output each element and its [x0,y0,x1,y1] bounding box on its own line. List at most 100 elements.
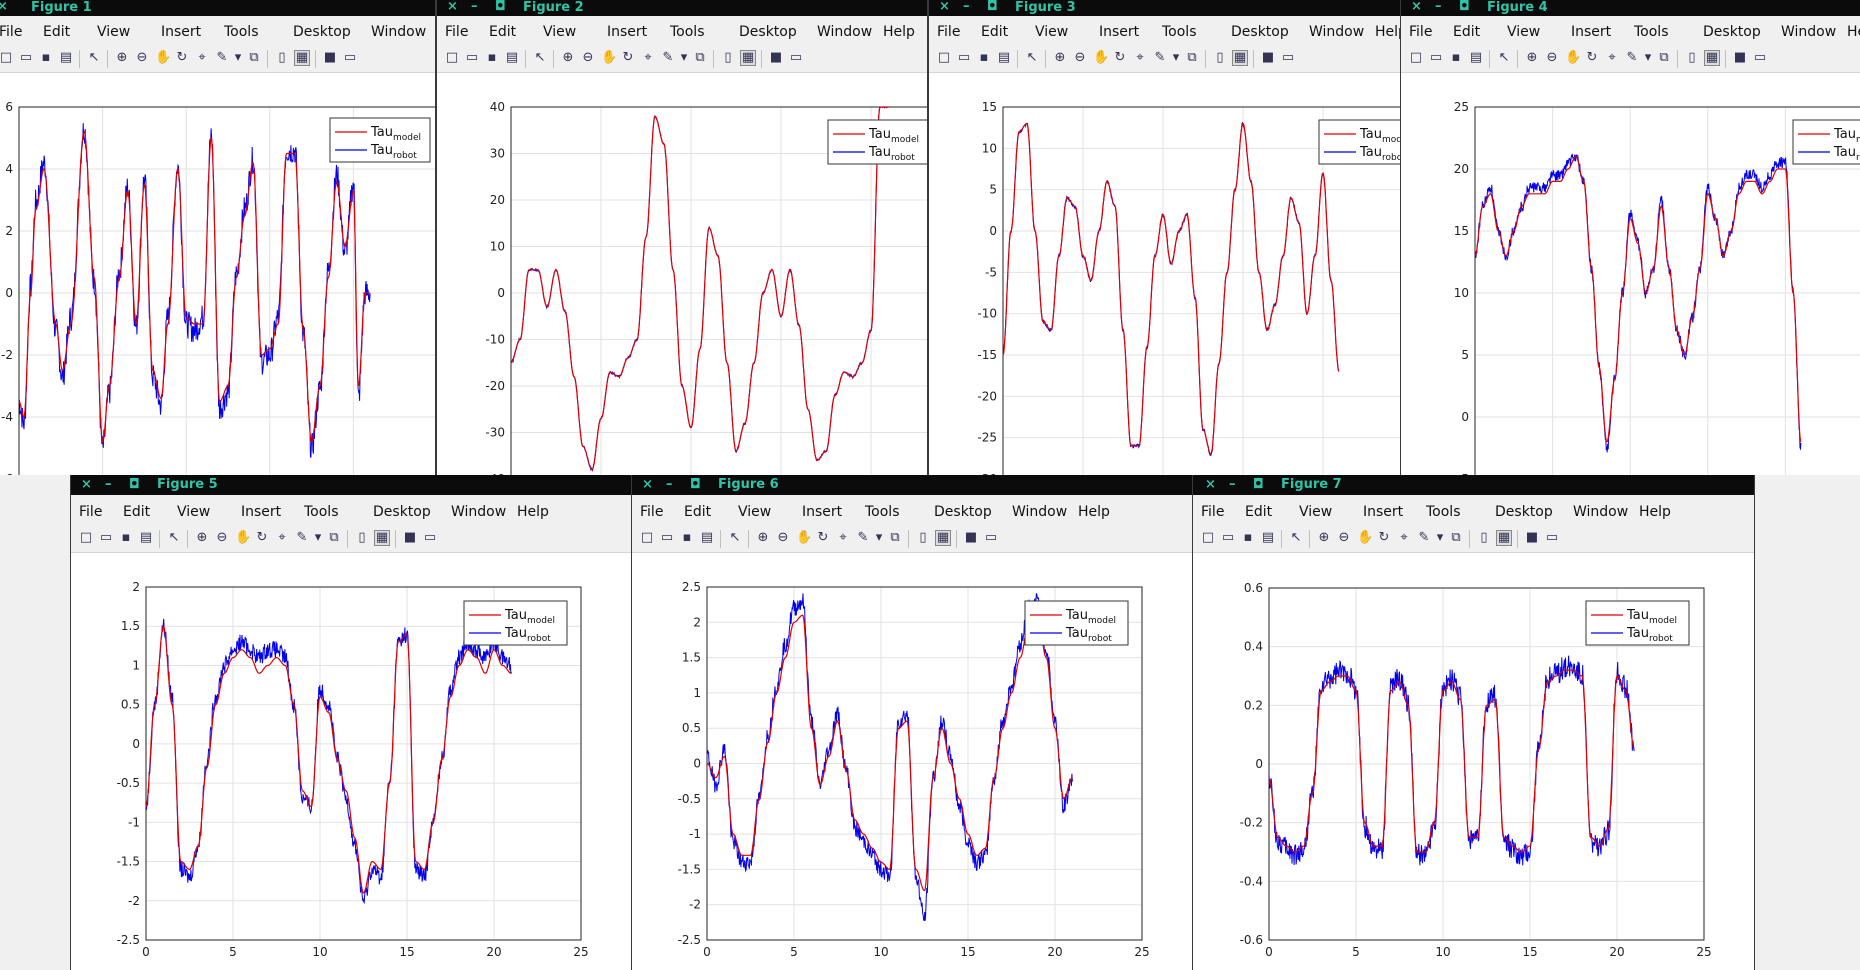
menu-insert[interactable]: Insert [607,24,647,40]
show-plot-tools-icon[interactable]: ▭ [984,531,998,545]
print-icon[interactable]: ▤ [1261,531,1275,545]
open-folder-icon[interactable]: ▭ [1429,51,1443,65]
colorbar-icon[interactable]: ▯ [1477,531,1491,545]
zoom-out-icon[interactable]: ⊖ [1337,531,1351,545]
maximize-icon[interactable]: ◘ [987,0,998,14]
print-icon[interactable]: ▤ [997,51,1011,65]
zoom-out-icon[interactable]: ⊖ [581,51,595,65]
data-cursor-icon[interactable]: ⌖ [641,51,655,65]
hide-plot-tools-icon[interactable]: ■ [1261,51,1275,65]
save-icon[interactable]: ▪ [680,531,694,545]
close-icon[interactable]: × [447,0,458,14]
new-file-icon[interactable]: □ [937,51,951,65]
save-icon[interactable]: ▪ [1241,531,1255,545]
zoom-in-icon[interactable]: ⊕ [115,51,129,65]
menu-file[interactable]: File [937,24,960,40]
print-icon[interactable]: ▤ [59,51,73,65]
pan-hand-icon[interactable]: ✋ [796,531,810,545]
menu-help[interactable]: Help [1078,504,1110,520]
data-cursor-icon[interactable]: ⌖ [836,531,850,545]
close-icon[interactable]: × [0,0,8,14]
new-file-icon[interactable]: □ [0,51,13,65]
legend-icon[interactable]: ▦ [295,51,309,65]
title-bar[interactable]: × – ◘ Figure 3 [929,0,1401,16]
line-chart[interactable]: 0 5 10 15 20 25 2 1.5 1 0.5 0 -0.5 -1 -1.5 -2 -2.5 Taumo… [71,553,632,970]
plot-area[interactable]: 0 5 10 15 20 25 2.5 2 1.5 1 0.5 0 -0.5 -1 -1.5 -2 -2.5 Ta… [632,553,1192,970]
brush-icon[interactable]: ✎ [1417,531,1431,545]
menu-insert[interactable]: Insert [241,504,281,520]
save-icon[interactable]: ▪ [1449,51,1463,65]
rotate-3d-icon[interactable]: ↻ [621,51,635,65]
brush-icon[interactable]: ✎ [1625,51,1639,65]
close-icon[interactable]: × [1411,0,1422,14]
line-chart[interactable]: 05101520403020100-10-20-30-40TaumodelTau… [437,73,928,475]
menu-tools[interactable]: Tools [1162,24,1197,40]
hide-plot-tools-icon[interactable]: ■ [1525,531,1539,545]
menu-file[interactable]: File [1201,504,1224,520]
line-chart[interactable]: 0 5 10 15 20 25 2.5 2 1.5 1 0.5 0 -0.5 -1 -1.5 -2 -2.5 Ta… [632,553,1193,970]
pointer-arrow-icon[interactable]: ↖ [728,531,742,545]
title-bar[interactable]: × – ◘ Figure 7 [1193,475,1754,495]
menu-tools[interactable]: Tools [1634,24,1669,40]
menu-desktop[interactable]: Desktop [1703,24,1761,40]
zoom-out-icon[interactable]: ⊖ [135,51,149,65]
data-cursor-icon[interactable]: ⌖ [275,531,289,545]
legend-icon[interactable]: ▦ [741,51,755,65]
new-file-icon[interactable]: □ [640,531,654,545]
menu-tools[interactable]: Tools [304,504,339,520]
pointer-arrow-icon[interactable]: ↖ [1497,51,1511,65]
print-icon[interactable]: ▤ [700,531,714,545]
brush-icon[interactable]: ✎ [661,51,675,65]
legend-icon[interactable]: ▦ [375,531,389,545]
menu-view[interactable]: View [738,504,771,520]
link-plot-icon[interactable]: ⧉ [1449,531,1463,545]
minimize-icon[interactable]: – [963,0,970,14]
pointer-arrow-icon[interactable]: ↖ [167,531,181,545]
rotate-3d-icon[interactable]: ↻ [816,531,830,545]
menu-insert[interactable]: Insert [1363,504,1403,520]
line-chart[interactable]: 0 5 10 15 20 25 0.6 0.4 0.2 0 -0.2 -0.4 -0.6 Taumodel… [1193,553,1755,970]
figure-window-4[interactable]: × – ◘ Figure 4 File Edit View Insert Tools De… [1400,0,1860,475]
rotate-3d-icon[interactable]: ↻ [1377,531,1391,545]
show-plot-tools-icon[interactable]: ▭ [1281,51,1295,65]
zoom-in-icon[interactable]: ⊕ [1317,531,1331,545]
menu-window[interactable]: Window [451,504,506,520]
data-cursor-icon[interactable]: ⌖ [1133,51,1147,65]
plot-area[interactable]: 0 5 10 15 20 25 0.6 0.4 0.2 0 -0.2 -0.4 -0.6 Taumodel… [1193,553,1754,970]
brush-dropdown-icon[interactable]: ▾ [1433,531,1447,545]
menu-edit[interactable]: Edit [43,24,70,40]
menu-view[interactable]: View [543,24,576,40]
pan-hand-icon[interactable]: ✋ [1357,531,1371,545]
menu-view[interactable]: View [97,24,130,40]
minimize-icon[interactable]: – [105,477,112,492]
menu-insert[interactable]: Insert [1099,24,1139,40]
menu-file[interactable]: File [0,24,22,40]
brush-dropdown-icon[interactable]: ▾ [677,51,691,65]
menu-view[interactable]: View [1299,504,1332,520]
menu-desktop[interactable]: Desktop [373,504,431,520]
zoom-in-icon[interactable]: ⊕ [1525,51,1539,65]
menu-desktop[interactable]: Desktop [1495,504,1553,520]
menu-file[interactable]: File [1409,24,1432,40]
data-cursor-icon[interactable]: ⌖ [195,51,209,65]
brush-icon[interactable]: ✎ [215,51,229,65]
show-plot-tools-icon[interactable]: ▭ [343,51,357,65]
title-bar[interactable]: × – ◘ Figure 2 [437,0,927,16]
menu-edit[interactable]: Edit [489,24,516,40]
save-icon[interactable]: ▪ [119,531,133,545]
plot-area[interactable]: 0 5 10 15 20 25 2 1.5 1 0.5 0 -0.5 -1 -1.5 -2 -2.5 Taumo… [71,553,631,970]
open-folder-icon[interactable]: ▭ [660,531,674,545]
menu-edit[interactable]: Edit [1453,24,1480,40]
title-bar[interactable]: × – ◘ Figure 5 [71,475,631,495]
menu-edit[interactable]: Edit [684,504,711,520]
hide-plot-tools-icon[interactable]: ■ [323,51,337,65]
zoom-out-icon[interactable]: ⊖ [1073,51,1087,65]
maximize-icon[interactable]: ◘ [1459,0,1470,14]
close-icon[interactable]: × [81,477,92,492]
colorbar-icon[interactable]: ▯ [355,531,369,545]
brush-icon[interactable]: ✎ [856,531,870,545]
legend-icon[interactable]: ▦ [1233,51,1247,65]
open-folder-icon[interactable]: ▭ [465,51,479,65]
figure-window-3[interactable]: × – ◘ Figure 3 File Edit View Insert Tools De… [928,0,1402,475]
